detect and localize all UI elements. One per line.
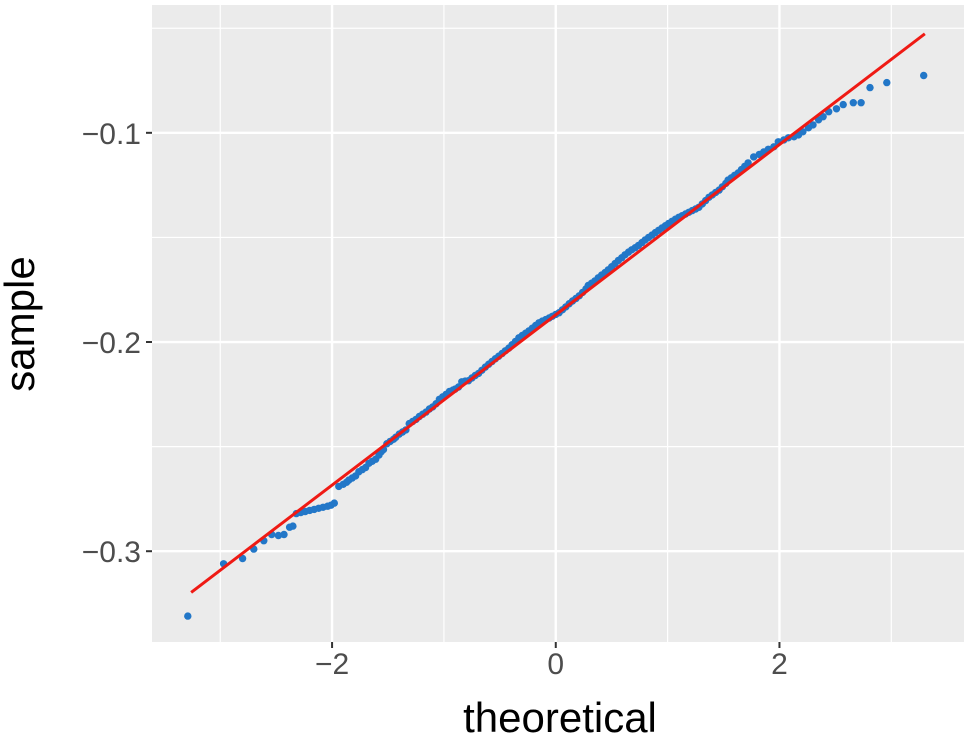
y-axis-tick-labels: −0.1 −0.2 −0.3 xyxy=(82,118,141,569)
data-point xyxy=(883,78,891,87)
grid-major-lines xyxy=(152,5,964,642)
plot-panel xyxy=(152,5,964,642)
data-point xyxy=(744,159,752,167)
x-tick-label: 0 xyxy=(547,648,564,681)
axis-tick-marks xyxy=(146,131,781,648)
x-axis-tick-labels: −2 0 2 xyxy=(315,648,788,681)
data-point xyxy=(184,612,192,620)
data-point xyxy=(832,105,841,113)
data-point xyxy=(238,554,247,563)
data-point xyxy=(274,531,283,540)
x-axis-title: theoretical xyxy=(463,694,657,741)
data-point xyxy=(289,522,297,530)
y-tick-label: −0.3 xyxy=(82,536,141,569)
data-point xyxy=(857,99,865,107)
data-point xyxy=(839,100,847,109)
data-point xyxy=(280,530,288,539)
data-point xyxy=(330,499,338,507)
y-axis-title: sample xyxy=(0,256,43,391)
reference-line-layer xyxy=(190,32,926,594)
x-tick-label: 2 xyxy=(771,648,788,681)
data-point xyxy=(819,113,827,121)
qq-reference-line xyxy=(190,32,926,594)
y-tick-label: −0.2 xyxy=(82,327,141,360)
y-tick-label: −0.1 xyxy=(82,118,141,151)
data-point xyxy=(920,71,928,80)
grid-minor-lines xyxy=(152,5,964,642)
data-point xyxy=(866,83,874,92)
data-point xyxy=(750,153,758,161)
data-point xyxy=(849,99,857,107)
x-tick-label: −2 xyxy=(315,648,349,681)
data-point xyxy=(809,121,817,129)
